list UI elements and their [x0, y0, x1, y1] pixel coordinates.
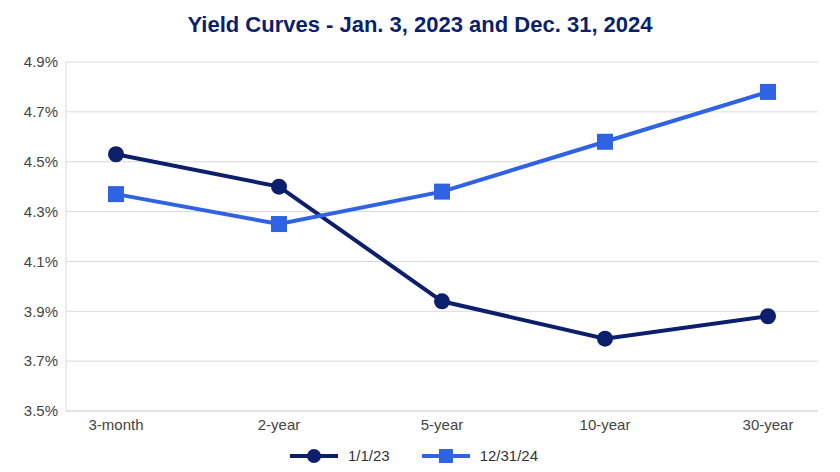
html-text:12/31/24: 12/31/24: [479, 447, 538, 464]
svg-text:3-month: 3-month: [88, 416, 143, 433]
svg-text:3.7%: 3.7%: [24, 352, 58, 369]
svg-text:3.5%: 3.5%: [24, 402, 58, 419]
svg-text:4.7%: 4.7%: [24, 103, 58, 120]
html-text:1/1/23: 1/1/23: [347, 447, 390, 464]
svg-text:3.9%: 3.9%: [24, 303, 58, 320]
svg-text:4.1%: 4.1%: [24, 253, 58, 270]
svg-text:30-year: 30-year: [743, 416, 794, 433]
svg-text:5-year: 5-year: [421, 416, 464, 433]
svg-text:2-year: 2-year: [258, 416, 301, 433]
svg-text:10-year: 10-year: [580, 416, 631, 433]
html-text:Yield Curves - Jan. 3, 2023 an: Yield Curves - Jan. 3, 2023 and Dec. 31,…: [187, 12, 653, 37]
svg-text:4.5%: 4.5%: [24, 153, 58, 170]
svg-text:4.9%: 4.9%: [24, 53, 58, 70]
svg-text:4.3%: 4.3%: [24, 203, 58, 220]
